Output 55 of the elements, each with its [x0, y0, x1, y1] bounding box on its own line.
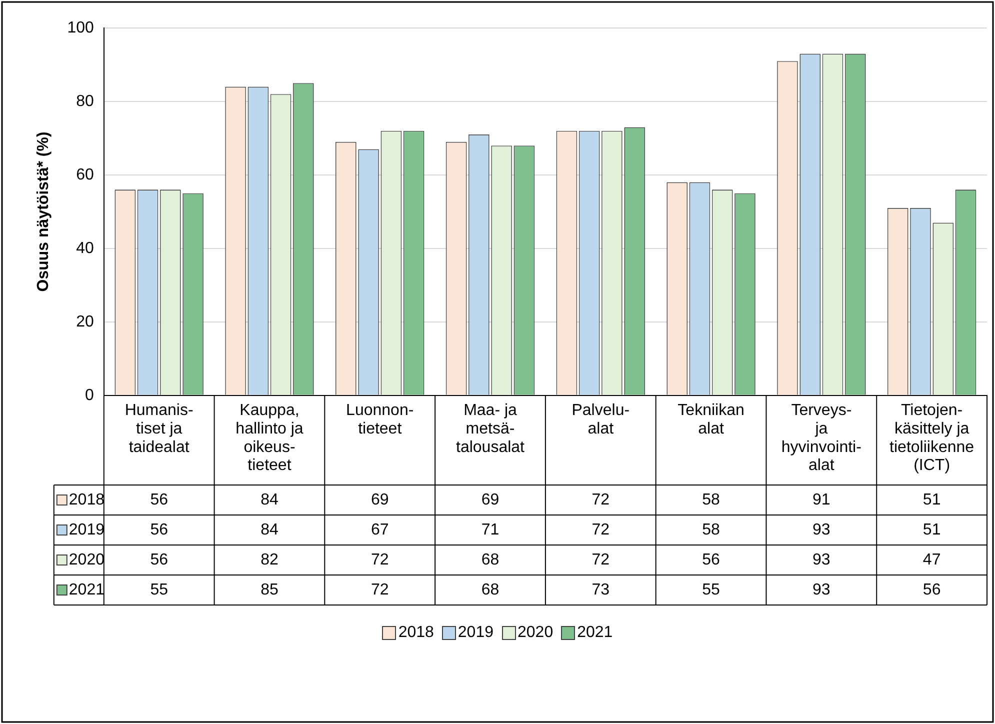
text: 2021	[577, 624, 613, 641]
data-label: 72	[592, 551, 610, 568]
data-label: 72	[592, 491, 610, 508]
text: 2018	[398, 624, 434, 641]
y-tick-label: 80	[76, 92, 94, 110]
data-label: 72	[592, 521, 610, 538]
data-label: 58	[702, 491, 720, 508]
legend-label: 2019	[68, 521, 105, 538]
data-label: 85	[260, 581, 278, 598]
y-tick-label: 40	[76, 240, 94, 257]
y-tick-label: 60	[76, 166, 94, 184]
x-tick-label: Tekniikan alat	[678, 402, 744, 438]
data-label: 51	[922, 521, 941, 538]
data-label: 72	[370, 551, 389, 568]
x-tick-label: Kauppa, hallinto ja oikeus- tieteet	[236, 402, 304, 474]
x-tick-label: Humanis- tiset ja taidealat	[124, 402, 194, 456]
x-tick-label: Maa- ja metsä- talousalat	[456, 402, 526, 456]
data-label: 58	[702, 521, 720, 538]
data-label: 68	[481, 581, 500, 598]
data-label: 51	[922, 491, 941, 508]
text: 2020	[518, 624, 554, 641]
data-label: 68	[481, 551, 500, 568]
data-label: 47	[922, 551, 941, 568]
x-tick-label: Terveys- ja hyvinvointi- alat	[781, 402, 862, 474]
data-label: 93	[812, 551, 830, 568]
legend-label: 2018	[68, 491, 105, 508]
x-tick-label: Tietojen- käsittely ja tietoliikenne (ICT)	[890, 402, 974, 474]
data-label: 73	[592, 581, 610, 598]
data-label: 69	[370, 491, 389, 508]
data-label: 91	[812, 491, 830, 508]
data-label: 93	[812, 521, 830, 538]
data-label: 56	[702, 551, 720, 568]
x-tick-label: Palvelu- alat	[572, 402, 630, 438]
data-label: 69	[481, 491, 500, 508]
legend-label: 2020	[68, 551, 105, 568]
y-tick-label: 100	[67, 19, 94, 36]
data-label: 93	[812, 581, 830, 598]
data-label: 55	[702, 581, 720, 598]
data-label: 67	[370, 521, 389, 538]
x-tick-label: Luonnon- tieteet	[346, 402, 414, 438]
data-label: 55	[150, 581, 168, 598]
text: 2019	[458, 624, 494, 641]
data-label: 56	[922, 581, 941, 598]
y-axis-title: Osuus näytöistä* (%)	[35, 132, 52, 292]
data-label: 84	[260, 521, 278, 538]
data-label: 82	[260, 551, 278, 568]
data-label: 84	[260, 491, 278, 508]
y-tick-label: 20	[76, 313, 94, 330]
legend-label: 2021	[68, 581, 105, 598]
data-label: 56	[150, 551, 168, 568]
data-label: 56	[150, 521, 168, 538]
data-label: 71	[481, 521, 500, 538]
data-label: 72	[370, 581, 389, 598]
data-label: 56	[150, 491, 168, 508]
y-tick-label: 0	[84, 386, 94, 404]
